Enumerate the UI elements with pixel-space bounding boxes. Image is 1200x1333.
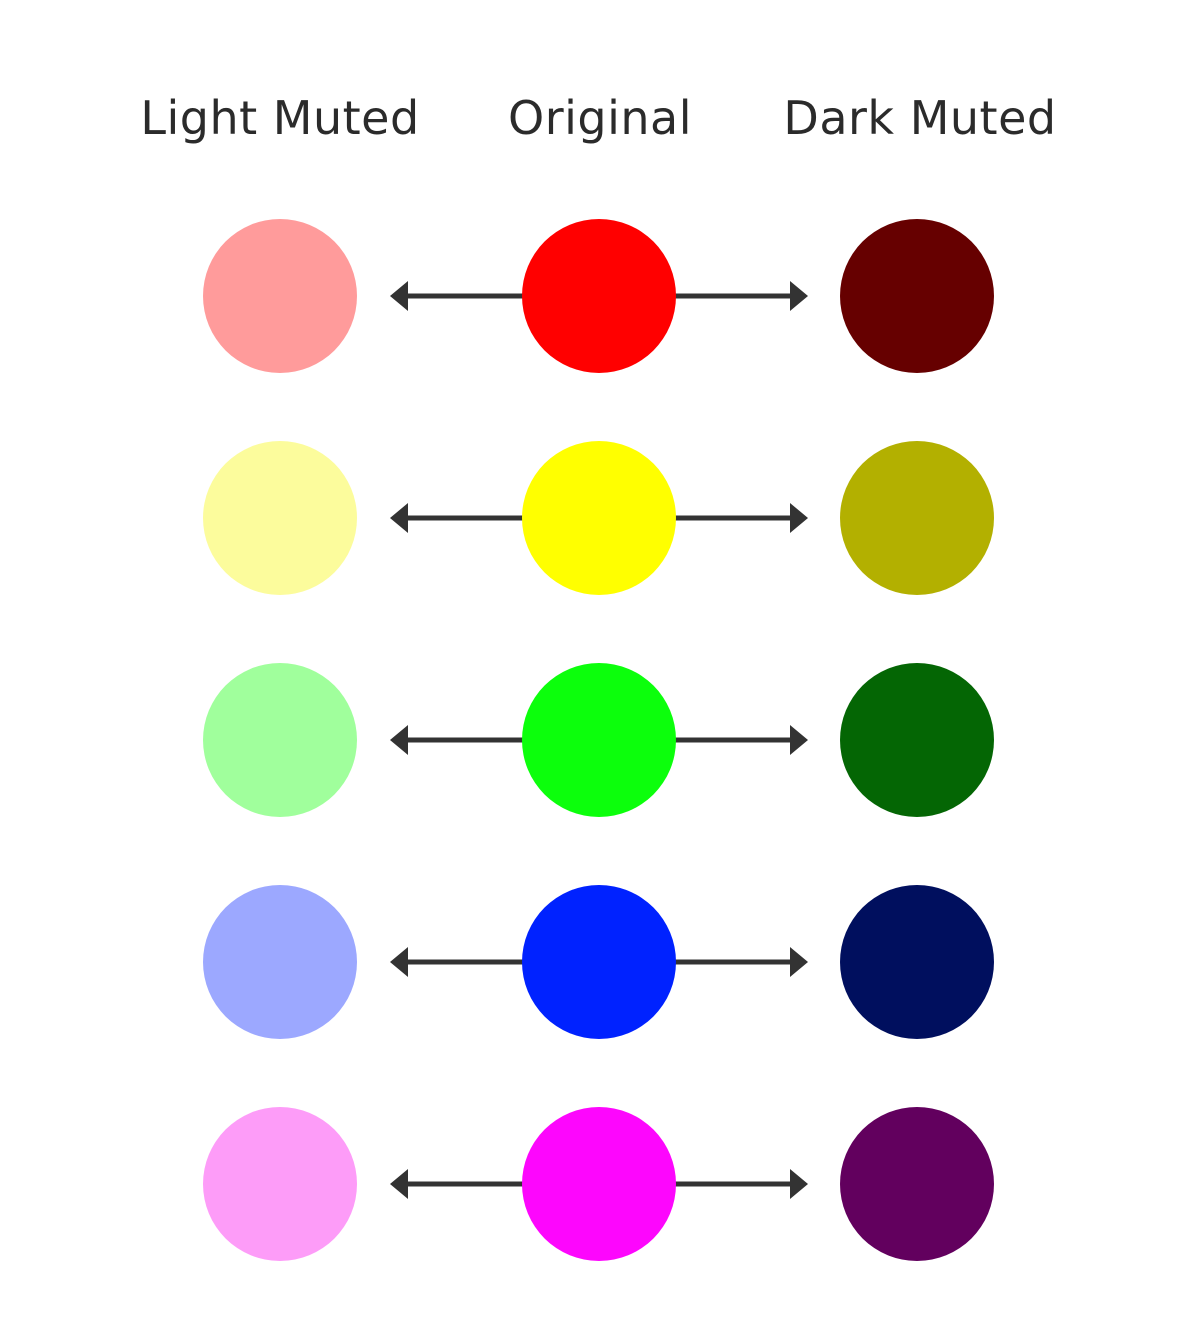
light-muted-yellow-circle: [203, 441, 357, 595]
arrowhead-left-magenta: [390, 1169, 408, 1199]
arrowhead-left-green: [390, 725, 408, 755]
dark-muted-magenta-circle: [840, 1107, 994, 1261]
light-muted-red-circle: [203, 219, 357, 373]
original-yellow-circle: [522, 441, 676, 595]
light-muted-blue-circle: [203, 885, 357, 1039]
header-dark-muted: Dark Muted: [783, 91, 1057, 145]
arrowhead-right-red: [790, 281, 808, 311]
dark-muted-yellow-circle: [840, 441, 994, 595]
dark-muted-red-circle: [840, 219, 994, 373]
arrowhead-right-blue: [790, 947, 808, 977]
dark-muted-green-circle: [840, 663, 994, 817]
original-red-circle: [522, 219, 676, 373]
dark-muted-blue-circle: [840, 885, 994, 1039]
header-original: Original: [507, 91, 692, 145]
arrowhead-right-yellow: [790, 503, 808, 533]
arrowhead-right-magenta: [790, 1169, 808, 1199]
arrowhead-left-red: [390, 281, 408, 311]
arrowhead-right-green: [790, 725, 808, 755]
original-green-circle: [522, 663, 676, 817]
arrowhead-left-blue: [390, 947, 408, 977]
arrowhead-left-yellow: [390, 503, 408, 533]
header-light-muted: Light Muted: [140, 91, 420, 145]
light-muted-magenta-circle: [203, 1107, 357, 1261]
light-muted-green-circle: [203, 663, 357, 817]
original-magenta-circle: [522, 1107, 676, 1261]
original-blue-circle: [522, 885, 676, 1039]
